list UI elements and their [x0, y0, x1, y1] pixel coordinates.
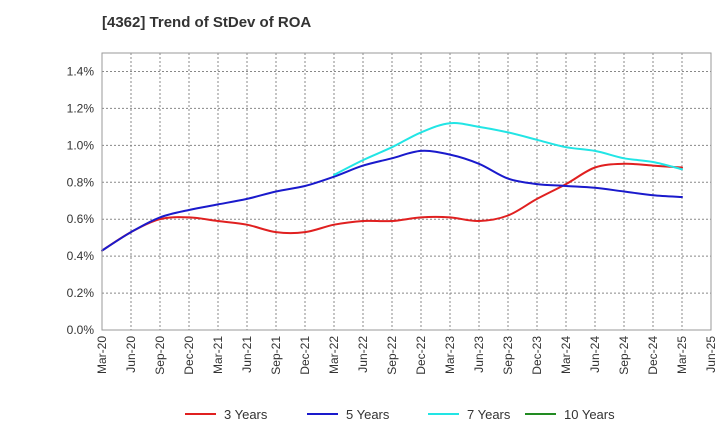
- x-tick-label: Mar-22: [327, 336, 341, 374]
- legend-label-10-years: 10 Years: [564, 407, 615, 422]
- x-tick-label: Mar-25: [675, 336, 689, 374]
- y-tick-label: 1.0%: [67, 138, 95, 152]
- x-tick-label: Jun-21: [240, 336, 254, 373]
- x-tick-label: Sep-22: [385, 336, 399, 375]
- x-tick-label: Jun-25: [704, 336, 718, 373]
- x-tick-label: Dec-22: [414, 336, 428, 375]
- legend: 3 Years 5 Years 7 Years 10 Years: [185, 407, 615, 422]
- x-tick-label: Sep-23: [501, 336, 515, 375]
- series-lines: [101, 122, 683, 252]
- y-tick-label: 1.4%: [67, 64, 95, 78]
- legend-label-5-years: 5 Years: [346, 407, 390, 422]
- x-tick-label: Sep-21: [269, 336, 283, 375]
- x-tick-label: Mar-24: [559, 336, 573, 374]
- y-tick-label: 0.8%: [67, 175, 95, 189]
- x-tick-label: Sep-24: [617, 336, 631, 375]
- x-tick-label: Dec-23: [530, 336, 544, 375]
- x-tick-label: Dec-20: [182, 336, 196, 375]
- x-tick-label: Mar-21: [211, 336, 225, 374]
- x-axis-ticks: Mar-20 Jun-20 Sep-20 Dec-20 Mar-21 Jun-21 Sep-…: [95, 336, 718, 375]
- x-tick-label: Mar-23: [443, 336, 457, 374]
- legend-label-7-years: 7 Years: [467, 407, 511, 422]
- x-tick-label: Dec-24: [646, 336, 660, 375]
- y-tick-label: 0.4%: [67, 249, 95, 263]
- legend-label-3-years: 3 Years: [224, 407, 268, 422]
- plot-area-border: [101, 52, 712, 331]
- series-line-7-years: [333, 122, 683, 176]
- y-tick-label: 0.2%: [67, 286, 95, 300]
- y-tick-label: 1.2%: [67, 101, 95, 115]
- y-axis-ticks: 0.0% 0.2% 0.4% 0.6% 0.8% 1.0% 1.2% 1.4%: [67, 64, 95, 337]
- x-tick-label: Dec-21: [298, 336, 312, 375]
- series-line-5-years: [101, 149, 683, 252]
- x-tick-label: Jun-23: [472, 336, 486, 373]
- x-tick-label: Jun-20: [124, 336, 138, 373]
- y-tick-label: 0.0%: [67, 323, 95, 337]
- y-tick-label: 0.6%: [67, 212, 95, 226]
- x-tick-label: Jun-24: [588, 336, 602, 373]
- chart-title: [4362] Trend of StDev of ROA: [102, 14, 311, 31]
- x-tick-label: Sep-20: [153, 336, 167, 375]
- x-tick-label: Jun-22: [356, 336, 370, 373]
- series-line-3-years: [101, 162, 683, 252]
- x-tick-label: Mar-20: [95, 336, 109, 374]
